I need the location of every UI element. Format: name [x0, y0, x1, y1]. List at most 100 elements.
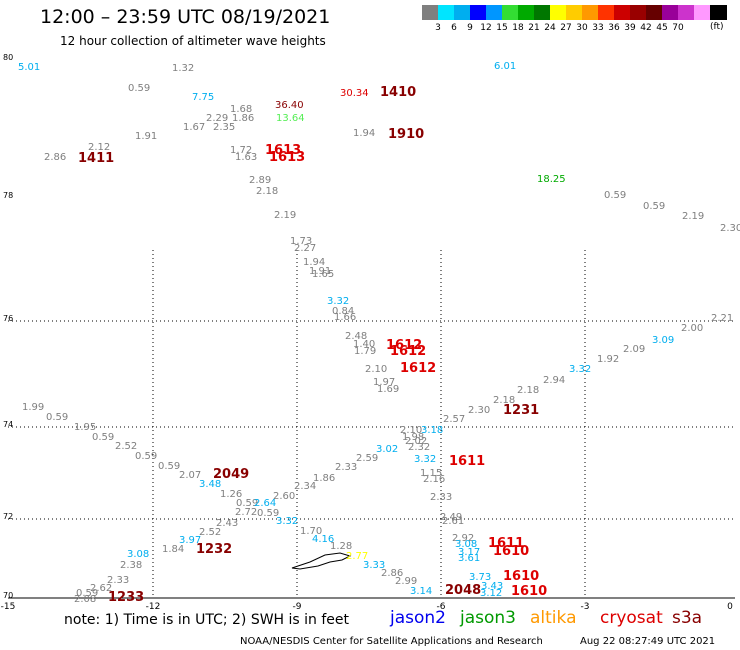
wave-height-value: 0.84	[332, 306, 354, 317]
wave-height-value: 2.77	[346, 551, 368, 562]
legend-swatch	[486, 5, 503, 20]
legend-label: 6	[451, 23, 457, 33]
wave-height-value: 2.10	[365, 364, 387, 375]
wave-height-value: 3.97	[179, 535, 201, 546]
satellite-cryosat: cryosat	[600, 608, 663, 628]
wave-height-value: 2.00	[681, 323, 703, 334]
lat-label: 72	[3, 512, 13, 521]
legend-swatch	[534, 5, 551, 20]
pass-time-label: 1613	[269, 150, 305, 165]
wave-height-value: 2.92	[452, 533, 474, 544]
legend-label: 27	[560, 23, 572, 33]
wave-height-value: 2.86	[44, 152, 66, 163]
wave-height-value: 1.92	[597, 354, 619, 365]
pass-time-label: 1233	[108, 590, 144, 605]
wave-height-value: 3.43	[481, 581, 503, 592]
wave-height-value: 2.35	[213, 122, 235, 133]
wave-height-value: 2.60	[273, 491, 295, 502]
lat-label: 78	[3, 191, 13, 200]
legend-label: 42	[640, 23, 652, 33]
legend-swatch	[454, 5, 471, 20]
legend-swatch	[662, 5, 679, 20]
generated-timestamp: Aug 22 08:27:49 UTC 2021	[580, 636, 716, 647]
lat-label: 70	[3, 591, 13, 600]
pass-time-label: 1612	[386, 338, 422, 353]
wave-height-value: 2.38	[120, 560, 142, 571]
legend-label: 36	[608, 23, 620, 33]
wave-height-value: 3.73	[469, 572, 491, 583]
wave-height-value: 3.32	[414, 454, 436, 465]
satellite-s3a: s3a	[672, 608, 703, 628]
legend-swatch	[566, 5, 583, 20]
graticule	[8, 250, 735, 599]
lon-label: -9	[293, 602, 302, 612]
legend-swatch	[502, 5, 519, 20]
legend-swatch	[438, 5, 455, 20]
wave-height-value: 2.33	[430, 492, 452, 503]
pass-time-label: 1611	[449, 454, 485, 469]
iceland-coast	[291, 552, 352, 570]
satellite-jason3: jason3	[460, 608, 516, 628]
wave-height-value: 1.94	[303, 257, 325, 268]
pass-time-label: 1410	[380, 85, 416, 100]
legend-label: 12	[480, 23, 492, 33]
wave-height-value: 1.94	[353, 128, 375, 139]
wave-height-value: 1.86	[313, 473, 335, 484]
wave-height-value: 2.10	[400, 425, 422, 436]
wave-height-value: 3.61	[458, 553, 480, 564]
wave-height-value: 1.91	[135, 131, 157, 142]
wave-height-value: 0.59	[604, 190, 626, 201]
legend-swatch	[614, 5, 631, 20]
axis-labels: 80 78 76 74 72 70 -15 -12 -9 -6 -3 0	[1, 53, 733, 612]
lat-label: 80	[3, 53, 13, 62]
legend-label: 30	[576, 23, 588, 33]
wave-height-value: 2.18	[256, 186, 278, 197]
page-subtitle: 12 hour collection of altimeter wave hei…	[60, 34, 326, 48]
wave-height-value: 2.62	[90, 583, 112, 594]
wave-height-value: 2.43	[216, 518, 238, 529]
wave-height-value: 3.08	[455, 539, 477, 550]
wave-height-value: 0.59	[92, 432, 114, 443]
wave-height-value: 2.52	[115, 441, 137, 452]
pass-time-label: 1612	[390, 344, 426, 359]
wave-height-value: 0.59	[236, 498, 258, 509]
wave-height-value: 2.33	[107, 575, 129, 586]
pass-time-label: 1610	[493, 544, 529, 559]
wave-height-value: 3.48	[199, 479, 221, 490]
wave-height-value: 1.84	[162, 544, 184, 555]
wave-height-value: 2.18	[517, 385, 539, 396]
footnote: note: 1) Time is in UTC; 2) SWH is in fe…	[64, 612, 350, 628]
wave-height-value: 2.29	[206, 113, 228, 124]
legend-swatch	[550, 5, 567, 20]
wave-height-value: 2.33	[335, 462, 357, 473]
wave-height-value: 1.73	[290, 236, 312, 247]
wave-height-value: 0.59	[128, 83, 150, 94]
pass-time-label: 1231	[503, 403, 539, 418]
wave-height-value: 2.02	[405, 436, 427, 447]
lat-label: 76	[3, 314, 13, 323]
wave-height-value: 2.09	[623, 344, 645, 355]
wave-height-value: 0.59	[135, 451, 157, 462]
wave-height-value: 2.19	[682, 211, 704, 222]
satellite-altika: altika	[530, 608, 577, 628]
wave-height-value: 2.16	[423, 474, 445, 485]
pass-time-label: 1611	[488, 536, 524, 551]
wave-height-value: 2.48	[345, 331, 367, 342]
wave-height-value: 1.32	[172, 63, 194, 74]
legend-unit: (ft)	[710, 22, 724, 32]
wave-height-value: 2.52	[199, 527, 221, 538]
legend-swatch	[694, 5, 711, 20]
wave-height-value: 3.12	[480, 588, 502, 599]
legend-swatch	[518, 5, 535, 20]
legend-swatch	[646, 5, 663, 20]
wave-height-value: 2.07	[179, 470, 201, 481]
wave-height-value: 13.64	[276, 113, 305, 124]
wave-height-value: 1.72	[230, 145, 252, 156]
lon-label: -15	[1, 602, 16, 612]
legend-swatch	[598, 5, 615, 20]
wave-height-value: 3.32	[276, 516, 298, 527]
wave-height-value: 2.99	[395, 576, 417, 587]
wave-height-value: 1.99	[22, 402, 44, 413]
wave-height-value: 0.59	[46, 412, 68, 423]
pass-time-label: 1610	[503, 569, 539, 584]
